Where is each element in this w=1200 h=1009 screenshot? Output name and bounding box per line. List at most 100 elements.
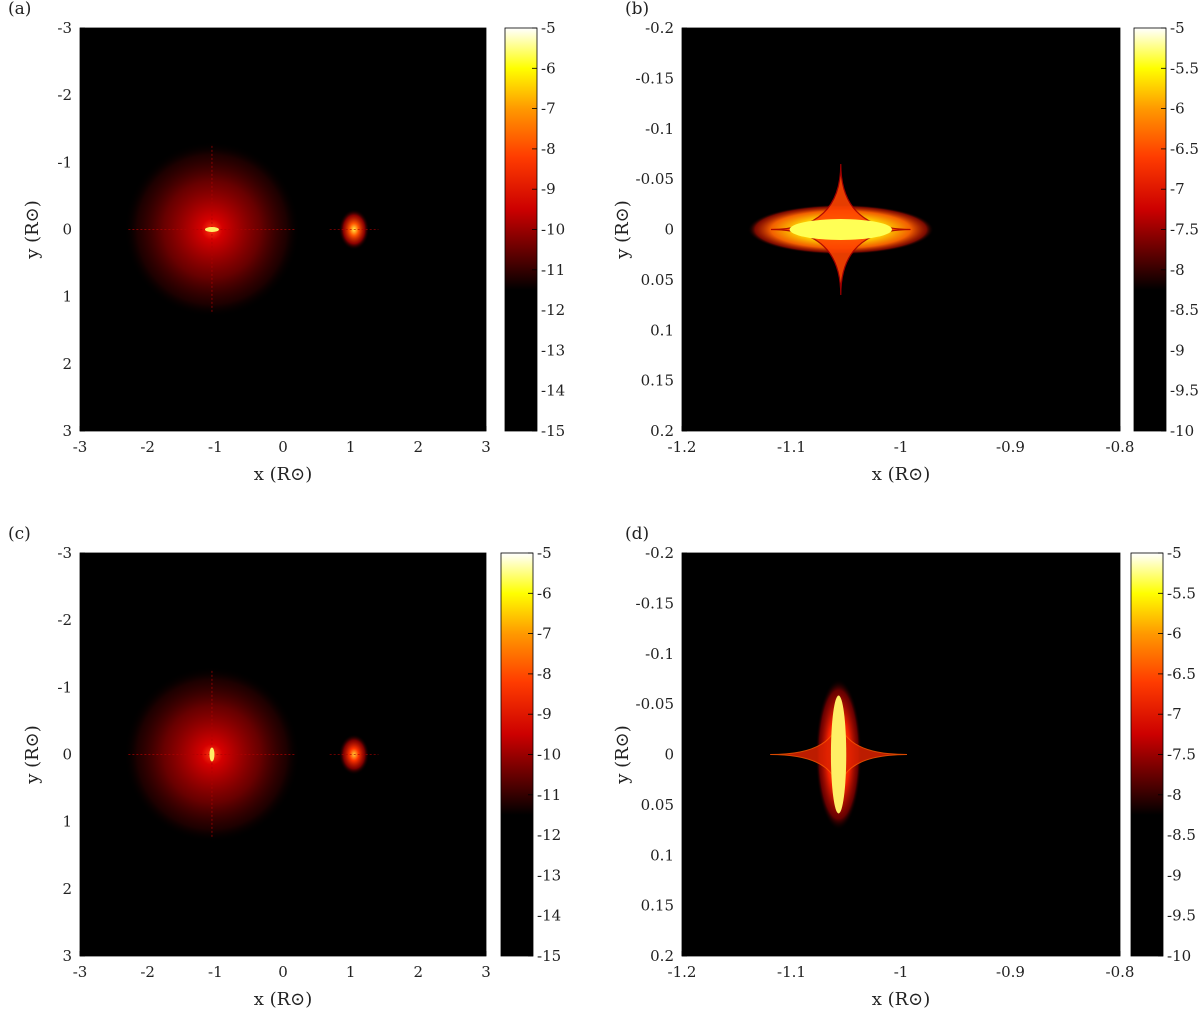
colorbar-tick-label: -6 — [541, 59, 556, 77]
x-tick-label: -1 — [208, 963, 223, 981]
lens-core — [789, 219, 892, 240]
y-tick-label: -0.05 — [636, 170, 674, 188]
colorbar-tick-label: -5.5 — [1170, 59, 1199, 77]
x-tick-label: -1 — [894, 963, 909, 981]
colorbar-gradient — [500, 552, 534, 957]
colorbar-tick-label: -12 — [537, 826, 561, 844]
colorbar-tick-label: -8 — [1170, 261, 1185, 279]
x-axis-label: x (R⊙) — [872, 989, 931, 1009]
heatmap-image — [123, 666, 379, 843]
colorbar-tick-label: -7 — [1167, 705, 1182, 723]
y-axis-label: y (R⊙) — [612, 725, 633, 785]
colorbar-tick-label: -13 — [541, 341, 565, 359]
colorbar-tick-label: -10 — [537, 746, 561, 764]
y-axis-label: y (R⊙) — [22, 725, 43, 785]
x-tick-label: 0 — [278, 438, 288, 456]
y-tick-label: -1 — [57, 153, 72, 171]
x-tick-label: 1 — [346, 438, 356, 456]
colorbar-tick-label: -11 — [541, 261, 565, 279]
y-tick-label: 1 — [62, 813, 72, 831]
x-axis-label: x (R⊙) — [254, 989, 313, 1009]
y-tick-label: 0.05 — [641, 796, 674, 814]
colorbar-gradient — [1133, 27, 1167, 432]
colorbar-tick-label: -8 — [537, 665, 552, 683]
colorbar-tick-label: -9.5 — [1170, 382, 1199, 400]
colorbar-tick-label: -8 — [541, 140, 556, 158]
colorbar-tick-label: -7.5 — [1170, 221, 1199, 239]
y-tick-label: 3 — [62, 422, 72, 440]
y-axis-label: y (R⊙) — [612, 200, 633, 260]
y-tick-label: 0.05 — [641, 271, 674, 289]
y-tick-label: -1 — [57, 678, 72, 696]
colorbar: -5 -6 -7 -8 -9 -10 -11 -12 -13 -14 -15 — [504, 19, 565, 440]
colorbar-tick-label: -7.5 — [1167, 746, 1196, 764]
colorbar-tick-label: -6.5 — [1167, 665, 1196, 683]
x-tick-label: 2 — [414, 963, 424, 981]
colorbar-tick-label: -10 — [1170, 422, 1194, 440]
colorbar-tick-label: -9 — [1170, 341, 1185, 359]
colorbar-tick-label: -9 — [541, 180, 556, 198]
x-tick-label: -3 — [73, 963, 88, 981]
colorbar-tick-label: -6 — [1167, 625, 1182, 643]
y-tick-label: -0.15 — [636, 69, 674, 87]
x-tick-label: 1 — [346, 963, 356, 981]
x-tick-label: -0.8 — [1106, 438, 1135, 456]
colorbar-tick-label: -15 — [541, 422, 565, 440]
colorbar-tick-label: -7 — [541, 100, 556, 118]
colorbar-tick-label: -5 — [1170, 19, 1185, 37]
colorbar-tick-label: -6 — [537, 584, 552, 602]
y-tick-label: -0.2 — [645, 19, 674, 37]
x-tick-label: -2 — [140, 438, 155, 456]
colorbar-tick-label: -8.5 — [1167, 826, 1196, 844]
colorbar-tick-label: -5.5 — [1167, 584, 1196, 602]
y-tick-label: -0.15 — [636, 594, 674, 612]
x-axis-label: x (R⊙) — [254, 464, 313, 485]
y-tick-label: -3 — [57, 19, 72, 37]
y-tick-label: 0.1 — [650, 846, 674, 864]
colorbar: -5 -5.5 -6 -6.5 -7 -7.5 -8 -8.5 -9 -9.5 -10 — [1133, 19, 1199, 440]
colorbar-tick-label: -5 — [541, 19, 556, 37]
colorbar-tick-label: -8.5 — [1170, 301, 1199, 319]
colorbar-tick-label: -7 — [537, 625, 552, 643]
colorbar: -5 -5.5 -6 -6.5 -7 -7.5 -8 -8.5 -9 -9.5 -10 — [1130, 544, 1196, 965]
colorbar-tick-label: -7 — [1170, 180, 1185, 198]
y-tick-label: 0 — [664, 746, 674, 764]
colorbar: -5 -6 -7 -8 -9 -10 -11 -12 -13 -14 -15 — [500, 544, 561, 965]
x-tick-label: -3 — [73, 438, 88, 456]
y-tick-label: 0.15 — [641, 372, 674, 390]
colorbar-tick-label: -9 — [537, 705, 552, 723]
bright-core — [204, 227, 219, 232]
y-tick-label: 0.15 — [641, 897, 674, 915]
colorbar-tick-label: -5 — [1167, 544, 1182, 562]
y-tick-label: -2 — [57, 611, 72, 629]
colorbar-tick-label: -14 — [537, 907, 561, 925]
colorbar-tick-label: -9.5 — [1167, 907, 1196, 925]
lens-core — [830, 695, 847, 814]
x-tick-label: -0.8 — [1106, 963, 1135, 981]
x-tick-label: 3 — [481, 438, 491, 456]
x-tick-label: -2 — [140, 963, 155, 981]
y-tick-label: -2 — [57, 86, 72, 104]
colorbar-gradient — [504, 27, 538, 432]
colorbar-tick-label: -15 — [537, 947, 561, 965]
heatmap-image — [747, 164, 934, 295]
colorbar-tick-label: -14 — [541, 382, 565, 400]
bright-core — [209, 747, 215, 762]
colorbar-tick-label: -6 — [1170, 100, 1185, 118]
panel-label: (c) — [8, 524, 31, 544]
colorbar-gradient — [1130, 552, 1164, 957]
x-tick-label: -1.2 — [668, 963, 697, 981]
x-tick-label: -1 — [208, 438, 223, 456]
y-tick-label: -0.05 — [636, 695, 674, 713]
x-tick-label: 0 — [278, 963, 288, 981]
y-tick-label: 0 — [62, 746, 72, 764]
panel-label: (b) — [625, 0, 649, 19]
x-tick-label: -1.2 — [668, 438, 697, 456]
heatmap-image — [123, 141, 379, 318]
y-tick-label: -3 — [57, 544, 72, 562]
y-tick-label: -0.1 — [645, 645, 674, 663]
colorbar-tick-label: -11 — [537, 786, 561, 804]
y-tick-label: -0.1 — [645, 120, 674, 138]
